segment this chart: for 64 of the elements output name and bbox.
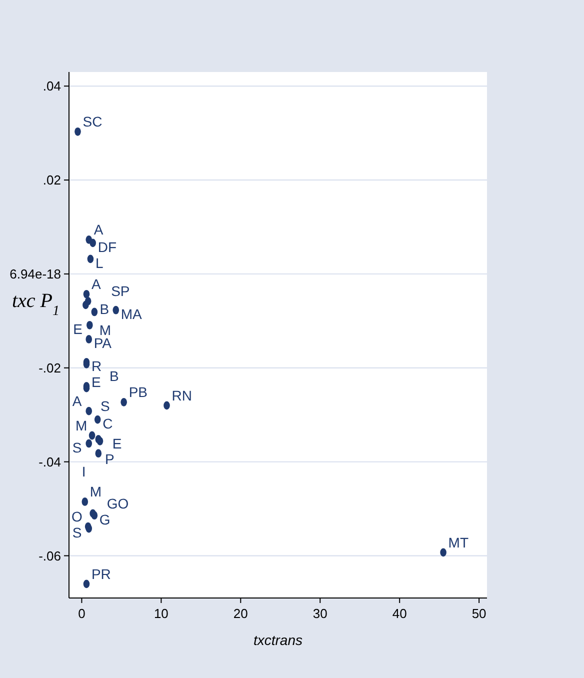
point (86, 320, 93, 330)
point (83, 290, 90, 298)
point (88, 431, 96, 440)
point (82, 300, 89, 310)
data-label: G (99, 511, 110, 528)
point (94, 415, 101, 424)
data-label: SP (111, 283, 130, 300)
data-label: I (82, 463, 86, 480)
y-tick-label: .04 (42, 78, 61, 94)
y-tick-label: -.02 (38, 360, 61, 376)
data-label: E (73, 321, 82, 338)
data-label: MT (448, 534, 469, 550)
y-tick-label: -.04 (38, 454, 61, 470)
x-tick-label: 20 (233, 606, 248, 621)
data-label: A (94, 222, 104, 238)
data-label: M (99, 322, 112, 338)
point (440, 548, 446, 557)
data-label: MA (120, 306, 143, 322)
data-label: PB (128, 384, 148, 400)
data-label: SC (82, 114, 102, 130)
data-label: A (72, 393, 82, 410)
data-label: PA (94, 335, 112, 352)
point (164, 401, 170, 410)
data-label: E (91, 374, 101, 390)
point (86, 439, 92, 448)
data-label: O (72, 508, 83, 525)
data-label: B (109, 368, 119, 384)
data-label: RN (172, 387, 192, 404)
point (86, 335, 92, 344)
data-label: L (95, 254, 104, 271)
point (83, 580, 90, 588)
point (82, 498, 88, 506)
data-label: R (91, 358, 102, 374)
y-tick-label: -.06 (38, 548, 61, 564)
x-tick-label: 10 (154, 606, 168, 621)
x-tick-label: 40 (392, 606, 407, 621)
point (86, 406, 92, 416)
point (74, 127, 81, 136)
x-tick-label: 50 (472, 606, 486, 621)
y-tick-label: .02 (42, 172, 61, 188)
data-label: M (90, 484, 102, 500)
data-label: S (100, 398, 110, 414)
data-label: M (76, 418, 88, 434)
x-tick-label: 0 (78, 606, 86, 621)
y-tick-label: 6.94e-18 (10, 266, 61, 282)
data-label: A (91, 276, 102, 292)
point (91, 308, 98, 316)
data-label: GO (106, 495, 129, 512)
x-axis-title: txctrans (253, 632, 303, 648)
data-label: C (102, 416, 113, 432)
y-axis-title: txc P$_{1}$ (12, 290, 60, 318)
data-label: B (100, 300, 110, 317)
data-label: PR (91, 566, 111, 582)
data-label: DF (98, 238, 117, 255)
data-label: S (72, 439, 82, 456)
point (120, 398, 127, 406)
data-label: E (112, 435, 122, 452)
x-tick-label: 30 (312, 606, 328, 621)
point (90, 238, 96, 248)
point (87, 254, 94, 264)
point (95, 449, 102, 458)
data-label: P (104, 451, 114, 468)
point (112, 306, 120, 314)
data-label: S (72, 524, 82, 540)
